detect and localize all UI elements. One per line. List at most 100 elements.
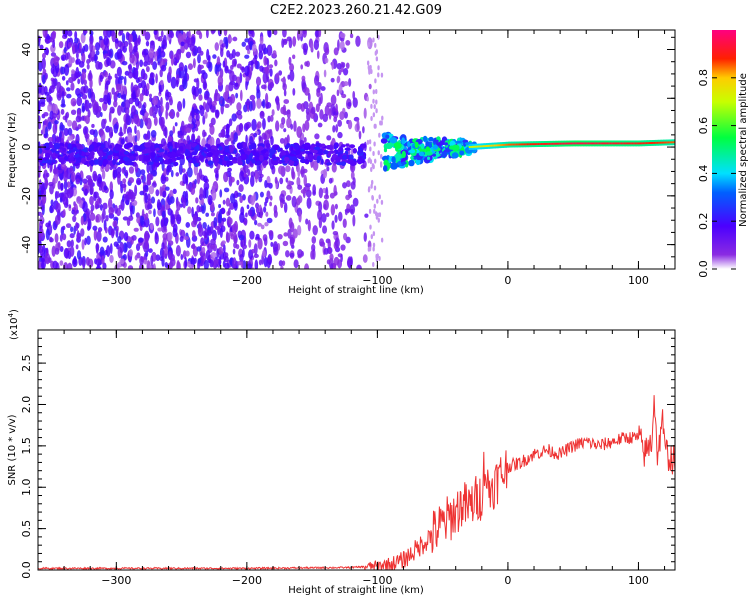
heatmap-cell — [292, 36, 297, 47]
heatmap-cell — [578, 142, 581, 145]
heatmap-cell — [144, 232, 148, 239]
heatmap-cell — [517, 143, 520, 146]
heatmap-cell — [197, 258, 201, 265]
y-tick-label: 2.5 — [20, 354, 33, 372]
heatmap-cell — [337, 131, 343, 139]
heatmap-cell — [172, 125, 176, 134]
heatmap-cell — [255, 206, 260, 214]
heatmap-cell — [198, 87, 202, 95]
heatmap-cell — [257, 145, 264, 152]
heatmap-cell — [276, 72, 280, 79]
heatmap-cell — [65, 80, 69, 86]
heatmap-cell — [338, 146, 343, 152]
heatmap-cell — [227, 167, 232, 173]
heatmap-cell — [559, 142, 562, 145]
heatmap-cell — [134, 135, 138, 143]
heatmap-cell — [269, 148, 277, 155]
heatmap-cell — [105, 215, 109, 222]
heatmap-cell — [54, 247, 60, 255]
heatmap-cell — [51, 245, 56, 257]
heatmap-cell — [148, 47, 155, 59]
heatmap-cell — [152, 61, 158, 70]
heatmap-cell — [673, 141, 675, 144]
heatmap-cell — [201, 137, 207, 149]
heatmap-cell — [134, 184, 138, 197]
heatmap-cell — [187, 63, 193, 70]
heatmap-cell — [343, 81, 349, 87]
heatmap-cell — [116, 48, 123, 60]
heatmap-cell — [263, 153, 270, 158]
heatmap-cell — [165, 101, 170, 111]
heatmap-cell — [184, 257, 188, 269]
heatmap-cell — [254, 259, 259, 269]
heatmap-cell — [212, 229, 217, 242]
heatmap-cell — [319, 238, 325, 247]
heatmap-cell — [623, 142, 627, 145]
heatmap-cell — [123, 40, 129, 47]
heatmap-cell — [218, 132, 223, 138]
heatmap-cell — [270, 241, 274, 247]
heatmap-cell — [342, 154, 348, 160]
heatmap-cell — [116, 162, 121, 166]
spectrogram-heatmap — [38, 30, 675, 269]
heatmap-cell — [150, 255, 154, 266]
heatmap-cell — [269, 114, 274, 122]
heatmap-cell — [45, 159, 52, 164]
heatmap-cell — [408, 149, 416, 154]
y-tick-label: -40 — [20, 236, 33, 254]
heatmap-cell — [41, 257, 45, 262]
heatmap-cell — [122, 242, 128, 253]
heatmap-cell — [161, 64, 167, 72]
heatmap-cell — [330, 204, 336, 216]
heatmap-cell — [217, 75, 224, 87]
heatmap-cell — [146, 173, 151, 186]
heatmap-cell — [70, 109, 77, 116]
heatmap-cell — [356, 158, 363, 165]
heatmap-cell — [211, 185, 216, 191]
heatmap-cell — [126, 217, 131, 227]
heatmap-cell — [279, 137, 285, 144]
heatmap-cell — [257, 237, 263, 250]
heatmap-cell — [189, 43, 196, 52]
heatmap-cell — [299, 148, 306, 152]
heatmap-cell — [226, 98, 231, 104]
heatmap-cell — [368, 208, 372, 214]
heatmap-cell — [143, 154, 151, 162]
heatmap-cell — [282, 30, 287, 38]
heatmap-cell — [95, 258, 102, 267]
heatmap-cell — [344, 209, 348, 216]
heatmap-cell — [82, 45, 86, 54]
heatmap-cell — [122, 156, 129, 162]
heatmap-cell — [380, 72, 384, 78]
heatmap-cell — [336, 89, 340, 97]
heatmap-cell — [293, 120, 297, 132]
heatmap-cell — [200, 202, 206, 214]
heatmap-cell — [128, 63, 133, 74]
heatmap-cell — [594, 142, 597, 145]
heatmap-cell — [260, 84, 267, 90]
heatmap-cell — [110, 228, 115, 239]
heatmap-cell — [534, 143, 537, 146]
heatmap-cell — [328, 177, 333, 184]
heatmap-cell — [124, 160, 132, 166]
heatmap-cell — [230, 233, 235, 240]
heatmap-cell — [145, 65, 150, 73]
heatmap-cell — [67, 262, 73, 269]
heatmap-cell — [331, 220, 335, 230]
heatmap-cell — [297, 184, 303, 190]
heatmap-cell — [338, 211, 343, 222]
heatmap-cell — [221, 43, 226, 48]
heatmap-cell — [372, 98, 375, 104]
spectrogram-frame — [37, 29, 676, 270]
heatmap-cell — [383, 159, 389, 167]
heatmap-cell — [57, 180, 61, 190]
heatmap-cell — [389, 137, 398, 144]
heatmap-cell — [52, 260, 58, 269]
heatmap-cell — [289, 236, 295, 247]
heatmap-cell — [180, 154, 185, 160]
heatmap-cell — [238, 122, 244, 133]
heatmap-cell — [232, 36, 238, 42]
heatmap-cell — [71, 120, 78, 131]
heatmap-cell — [218, 204, 222, 209]
heatmap-cell — [433, 139, 439, 143]
